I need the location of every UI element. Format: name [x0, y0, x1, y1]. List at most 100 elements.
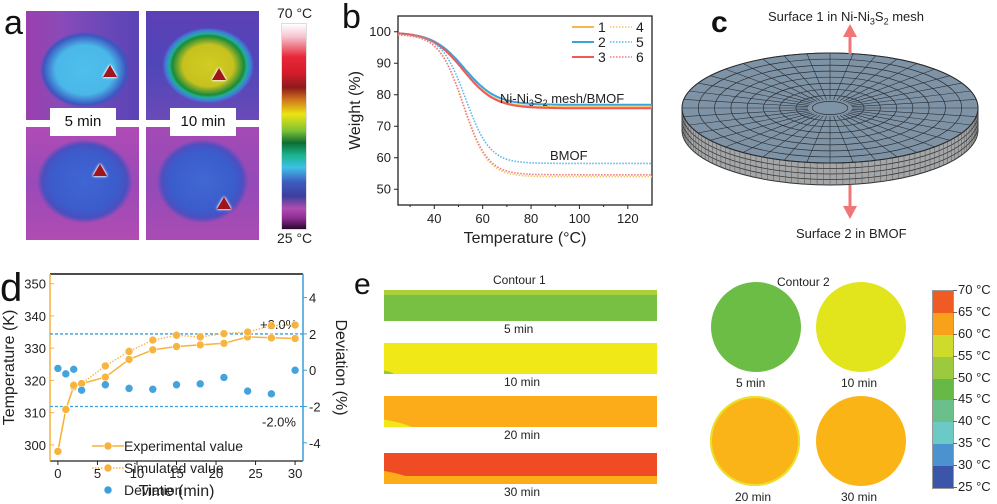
legend-label-3: 3: [598, 49, 606, 65]
disk-spoke: [842, 63, 918, 102]
disk-spoke: [849, 111, 962, 134]
data-point: [69, 365, 79, 374]
legend-label: Deviation: [124, 482, 182, 498]
time-label-5min: 5 min: [50, 108, 116, 136]
colorbar-tick-label: 30 °C: [958, 457, 991, 473]
disk-spoke: [683, 108, 809, 117]
data-point: [69, 380, 79, 390]
legend-label-2: 2: [598, 34, 606, 50]
surface2-label: Surface 2 in BMOF: [796, 226, 907, 241]
disk-spoke: [845, 68, 935, 103]
x-tick-label: 20: [209, 466, 223, 481]
disk-spoke: [698, 111, 811, 134]
y-tick-label: 50: [377, 181, 391, 196]
data-point: [195, 379, 205, 389]
contour-bar: [384, 396, 657, 427]
disk-spoke: [851, 90, 971, 106]
colorbar-tick-label: 40 °C: [958, 413, 991, 429]
data-point: [267, 333, 276, 343]
tga-chart: 40 60 80 100 120 50 60 70 80 90 100 Temperature (°C…: [347, 15, 653, 247]
series-line-3: [397, 32, 652, 110]
x-tick-label: 0: [54, 466, 61, 481]
contour-bar: [384, 343, 657, 374]
data-point: [290, 320, 300, 330]
disk-spoke: [698, 82, 811, 105]
colorbar-tick: [953, 290, 957, 291]
x-axis-label: Time (min): [139, 483, 215, 500]
y-left-tick-label: 350: [24, 277, 46, 292]
series-line-4: [397, 34, 653, 178]
y-left-tick-label: 320: [24, 373, 46, 388]
contour-bar: [384, 453, 657, 484]
contour1-title: Contour 1: [493, 273, 546, 287]
contour-circle-time-label: 5 min: [736, 376, 766, 390]
y-left-tick-label: 330: [24, 341, 46, 356]
surface1-suffix: mesh: [888, 9, 924, 24]
disk-spoke: [845, 113, 935, 148]
data-point: [124, 384, 134, 393]
arrow-up-icon: [843, 24, 857, 37]
annotation-text: S: [534, 91, 543, 106]
data-point: [61, 369, 71, 379]
y-axis-label: Weight (%): [347, 71, 364, 150]
disk-spoke: [762, 115, 821, 158]
y-tick-label: 90: [377, 55, 391, 70]
x-tick-label: 25: [248, 466, 262, 481]
data-point: [148, 335, 158, 345]
legend-marker: [103, 485, 113, 495]
colorbar-segment: [933, 466, 953, 489]
colorbar-tick-label: 70 °C: [958, 282, 991, 297]
disk-spoke: [849, 82, 962, 105]
disk-spoke: [742, 114, 818, 153]
colorbar-tick-label: 60 °C: [958, 325, 991, 341]
disk-spoke: [725, 68, 815, 103]
reference-label: -2.0%: [262, 415, 296, 430]
data-point: [148, 384, 158, 394]
data-point: [172, 330, 181, 340]
disk-spoke: [683, 99, 809, 108]
data-point: [243, 386, 252, 396]
colorbar-tick: [953, 399, 957, 401]
surface1-label: Surface 1 in Ni-Ni3S2 mesh: [768, 9, 924, 27]
disk-spoke: [725, 113, 815, 148]
colorbar-tick: [953, 487, 957, 488]
annotation-text: Ni-Ni: [500, 91, 529, 106]
data-point: [53, 364, 63, 373]
disk-spoke: [710, 112, 813, 141]
disk-spoke: [836, 115, 876, 161]
data-point: [124, 355, 134, 364]
colorbar-segment: [933, 312, 953, 335]
x-tick-label: 15: [169, 466, 183, 481]
contour2-title: Contour 2: [777, 275, 830, 289]
disk-spoke: [806, 53, 827, 100]
thermal-image-10min-top: [146, 11, 259, 120]
contour-bar-top-strip: [384, 290, 657, 295]
data-point: [101, 361, 110, 371]
y-right-tick-label: 4: [309, 291, 316, 306]
y-right-tick-label: -2: [309, 400, 321, 415]
colorbar-tick: [953, 355, 957, 357]
arrow-down-icon: [843, 206, 857, 219]
contour-circle: [816, 396, 906, 486]
legend-label-1: 1: [598, 19, 606, 35]
annotation-sub: 2: [543, 98, 548, 108]
data-point: [219, 329, 229, 338]
y-tick-label: 60: [377, 150, 391, 165]
disk-spoke: [836, 55, 876, 101]
disk-spoke: [839, 115, 898, 158]
disk-spoke: [806, 116, 827, 163]
data-point: [172, 380, 181, 390]
y-left-tick-label: 340: [24, 309, 46, 324]
disk-spoke: [842, 114, 918, 153]
contour-circle-time-label: 20 min: [735, 490, 772, 504]
panel-label-d: d: [0, 266, 23, 310]
x-tick-label: 5: [94, 466, 101, 481]
disk-spoke: [833, 53, 854, 100]
y-left-axis-label: Temperature (K): [1, 310, 18, 426]
disk-spoke: [833, 116, 854, 163]
colorbar-tick-label: 35 °C: [958, 435, 991, 451]
colorbar-min-label: 25 °C: [277, 230, 313, 246]
contour-circle: [711, 282, 801, 372]
data-point: [101, 372, 110, 382]
annotation-bmof: BMOF: [550, 148, 588, 163]
